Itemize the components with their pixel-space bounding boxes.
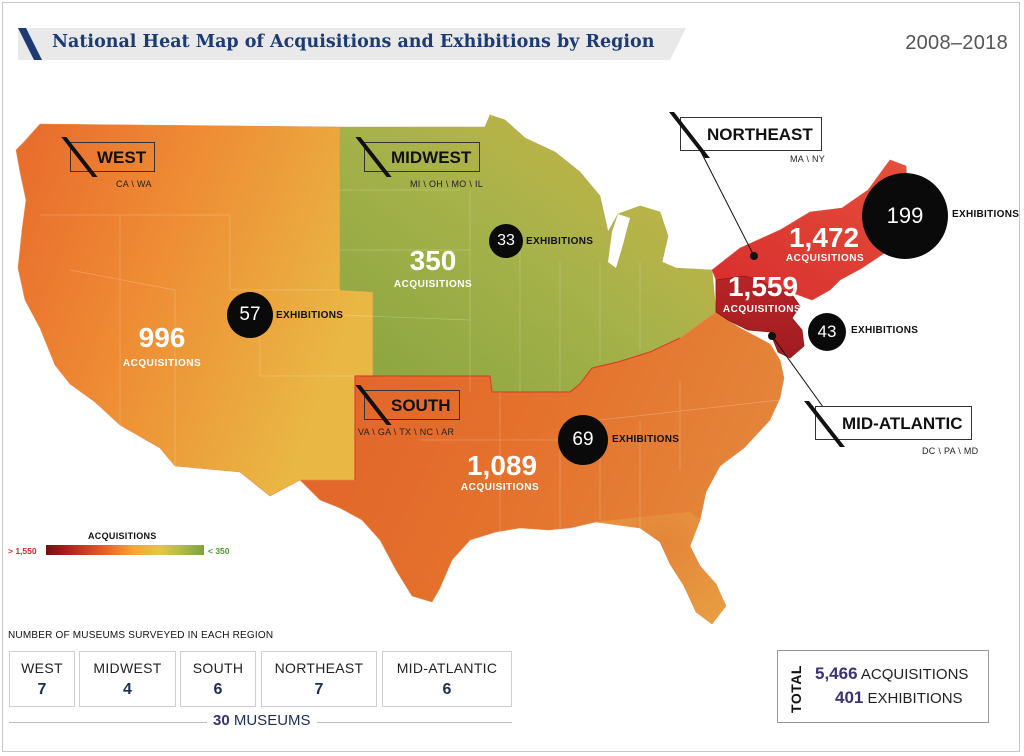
totals-acquisitions-value: 5,466 (815, 664, 858, 683)
region-name-south: SOUTH (391, 396, 451, 415)
states-west: CA \ WA (116, 179, 152, 189)
museum-box-west: WEST 7 (9, 651, 75, 707)
acquisitions-label-midwest: ACQUISITIONS (393, 279, 473, 290)
exhibitions-label-midwest: EXHIBITIONS (526, 236, 594, 247)
region-name-west: WEST (97, 148, 147, 167)
acquisitions-west: 996 (138, 322, 186, 353)
title-banner: National Heat Map of Acquisitions and Ex… (18, 28, 686, 60)
museum-box-midwest: MIDWEST 4 (79, 651, 176, 707)
exhibitions-bubble-midwest: 33 (489, 224, 523, 258)
region-name-midwest: MIDWEST (391, 148, 472, 167)
museum-count: 6 (213, 681, 223, 698)
museum-count: 4 (123, 681, 132, 698)
states-south: VA \ GA \ TX \ NC \ AR (358, 427, 455, 437)
totals-label: TOTAL (784, 665, 804, 713)
museum-count: 6 (442, 681, 452, 698)
museum-region-name: NORTHEAST (274, 660, 364, 676)
states-midwest: MI \ OH \ MO \ IL (410, 179, 484, 189)
exhibitions-bubble-west: 57 (227, 292, 273, 338)
year-range: 2008–2018 (905, 32, 1008, 54)
museum-box-south: SOUTH 6 (180, 651, 256, 707)
legend-low-label: < 350 (208, 546, 230, 556)
exhibitions-bubble-south: 69 (558, 415, 608, 465)
acquisitions-northeast: 1,472 (788, 222, 860, 253)
midatlantic-pointer-dot (768, 332, 776, 340)
acquisitions-label-northeast: ACQUISITIONS (785, 253, 865, 264)
region-tag-south: SOUTH (355, 385, 460, 425)
legend-color-scale (46, 545, 204, 555)
region-tag-west: WEST (61, 137, 156, 177)
legend-title: ACQUISITIONS (88, 531, 157, 541)
region-name-northeast: NORTHEAST (707, 125, 813, 144)
region-name-midatlantic: MID-ATLANTIC (842, 414, 963, 433)
totals-box (777, 650, 989, 723)
page-title: National Heat Map of Acquisitions and Ex… (52, 32, 655, 52)
totals-exhibitions-label: EXHIBITIONS (867, 690, 963, 707)
museums-total-label: MUSEUMS (233, 712, 311, 729)
legend-high-label: > 1,550 (8, 546, 37, 556)
acquisitions-label-west: ACQUISITIONS (122, 358, 202, 369)
acquisitions-midatlantic: 1,559 (727, 271, 799, 302)
title-banner-shape (18, 28, 686, 60)
museum-region-name: WEST (21, 660, 63, 676)
museum-box-midatlantic: MID-ATLANTIC 6 (382, 651, 512, 707)
states-northeast: MA \ NY (790, 154, 826, 164)
totals-exhibitions-value: 401 (835, 688, 864, 707)
museum-box-northeast: NORTHEAST 7 (261, 651, 377, 707)
totals-acquisitions-label: ACQUISITIONS (860, 666, 969, 683)
museum-region-name: MID-ATLANTIC (396, 660, 498, 676)
museum-region-name: MIDWEST (93, 660, 162, 676)
totals-acquisitions: 5,466 ACQUISITIONS (815, 664, 968, 684)
exhibitions-label-northeast: EXHIBITIONS (952, 209, 1020, 220)
lake-michigan (608, 214, 630, 268)
totals-label-text: TOTAL (787, 665, 804, 713)
region-tag-northeast: NORTHEAST (669, 112, 822, 158)
acquisitions-label-midatlantic: ACQUISITIONS (722, 304, 802, 315)
exhibitions-label-midatlantic: EXHIBITIONS (851, 325, 919, 336)
exhibitions-bubble-midatlantic: 43 (808, 313, 846, 351)
northeast-pointer-line (699, 149, 755, 257)
museum-count: 7 (37, 681, 47, 698)
region-tag-midatlantic: MID-ATLANTIC (804, 401, 972, 447)
exhibitions-label-south: EXHIBITIONS (612, 434, 680, 445)
acquisitions-midwest: 350 (409, 245, 457, 276)
exhibitions-label-west: EXHIBITIONS (276, 310, 344, 321)
states-midatlantic: DC \ PA \ MD (922, 446, 979, 456)
museums-total-number: 30 (213, 712, 230, 729)
acquisitions-south: 1,089 (466, 450, 538, 481)
south-boundary (354, 337, 681, 480)
acquisitions-label-south: ACQUISITIONS (460, 482, 540, 493)
exhibitions-bubble-northeast: 199 (862, 173, 948, 259)
totals-exhibitions: 401 EXHIBITIONS (835, 688, 963, 708)
museum-region-name: SOUTH (192, 660, 244, 676)
museums-total: 30 MUSEUMS (207, 712, 317, 729)
florida-area (596, 512, 726, 624)
museums-title: NUMBER OF MUSEUMS SURVEYED IN EACH REGIO… (8, 630, 274, 641)
museum-count: 7 (314, 681, 324, 698)
northeast-pointer-dot (750, 252, 758, 260)
region-midatlantic-area (715, 275, 805, 359)
region-tag-midwest: MIDWEST (355, 137, 481, 177)
